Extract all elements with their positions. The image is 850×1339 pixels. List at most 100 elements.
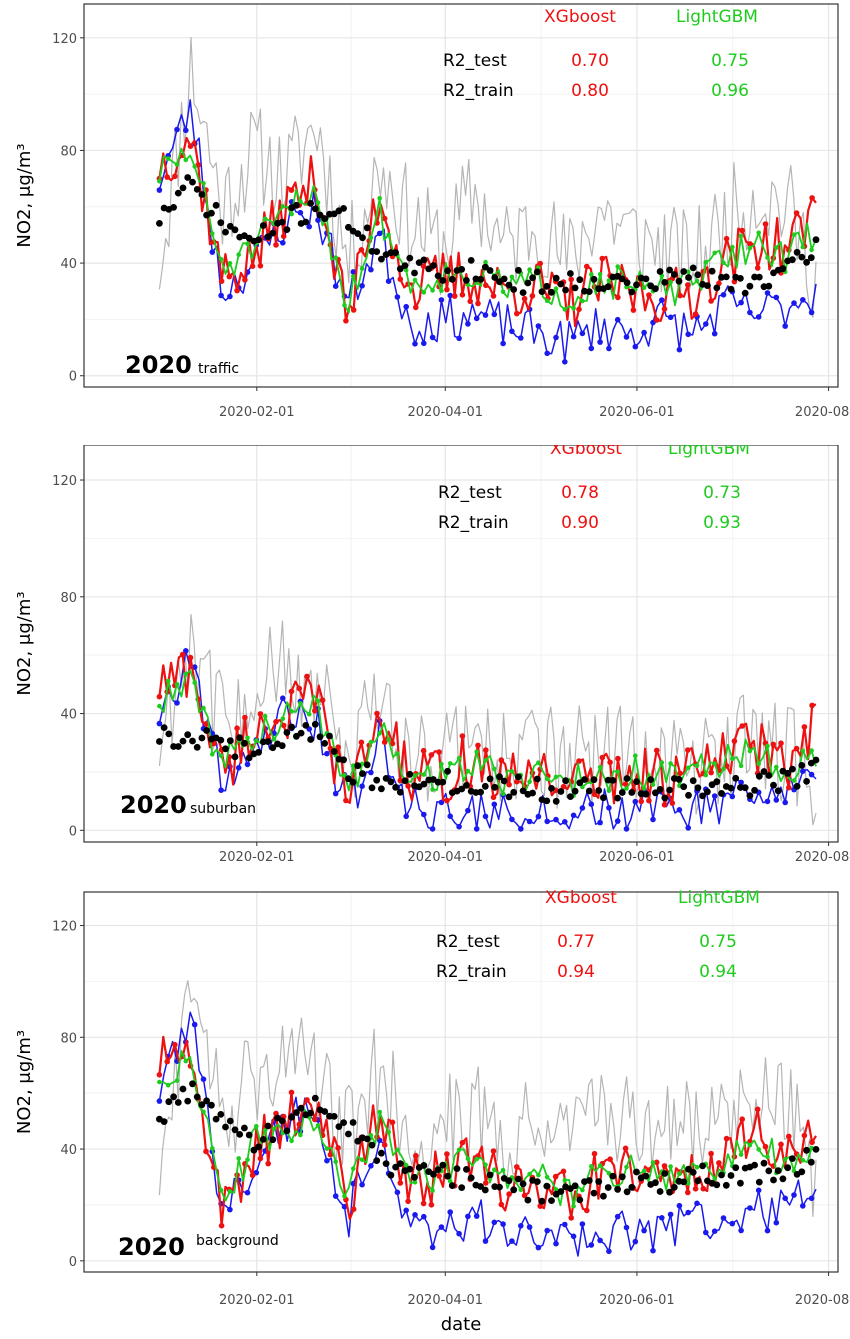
lightgbm-point — [809, 247, 814, 253]
observed-point — [713, 284, 721, 292]
observed-point — [269, 744, 277, 752]
observed-point — [387, 249, 395, 257]
blue-series-point — [720, 1215, 727, 1221]
lightgbm-point — [527, 267, 532, 272]
observed-point — [297, 1104, 305, 1112]
xgboost-point — [599, 255, 606, 262]
lightgbm-point — [738, 233, 744, 239]
observed-point — [326, 732, 333, 740]
observed-point — [311, 205, 319, 213]
grey-series-line — [158, 613, 817, 826]
blue-series-point — [332, 1193, 339, 1199]
xgboost-point — [685, 1189, 691, 1196]
lightgbm-point — [527, 1171, 532, 1177]
xgboost-point — [801, 724, 808, 730]
observed-point — [737, 784, 744, 791]
observed-point — [590, 275, 598, 283]
blue-series-point — [676, 346, 683, 353]
xgboost-point — [685, 282, 691, 288]
observed-point — [760, 768, 768, 775]
xgboost-header: XGboost — [550, 445, 622, 459]
observed-point — [212, 201, 220, 209]
observed-point — [401, 777, 409, 785]
grey-series-series — [158, 980, 817, 1218]
lightgbm-point — [351, 1166, 356, 1171]
observed-point — [713, 1181, 721, 1189]
lightgbm-point — [201, 705, 206, 711]
observed-point — [732, 774, 740, 782]
xgboost-point — [420, 263, 427, 270]
blue-series-point — [403, 1207, 410, 1214]
observed-point — [656, 786, 664, 793]
observed-point — [628, 288, 636, 296]
blue-series-point — [473, 315, 480, 322]
observed-point — [420, 1162, 428, 1169]
xgboost-point — [576, 758, 582, 764]
lightgbm-point — [738, 763, 744, 769]
blue-series-series — [156, 1011, 817, 1257]
observed-point — [363, 761, 371, 769]
xgboost-point — [420, 747, 427, 754]
blue-series-point — [359, 283, 365, 289]
observed-point — [515, 1175, 522, 1183]
xgboost-point — [708, 769, 714, 776]
xgboost-point — [653, 1159, 660, 1166]
observed-point — [751, 786, 758, 794]
blue-series-point — [156, 1098, 163, 1104]
blue-series-point — [191, 1021, 198, 1028]
blue-series-point — [667, 314, 674, 321]
observed-point — [463, 782, 470, 789]
lightgbm-point — [333, 1159, 339, 1164]
blue-series-point — [579, 1221, 586, 1227]
lightgbm-point — [500, 289, 506, 295]
observed-point — [264, 1122, 272, 1130]
xgboost-point — [381, 739, 388, 745]
blue-series-point — [773, 294, 780, 301]
observed-point — [666, 1188, 673, 1196]
blue-series-point — [623, 826, 630, 832]
xgboost-point — [164, 1058, 170, 1065]
xgboost-point — [739, 1116, 745, 1122]
lightgbm-point — [536, 1172, 541, 1178]
xgboost-point — [591, 791, 598, 798]
observed-point — [434, 272, 442, 280]
xgboost-point — [607, 759, 613, 766]
xgboost-point — [537, 260, 543, 267]
observed-point — [448, 1182, 456, 1189]
observed-point — [755, 1178, 763, 1186]
site-label: suburban — [190, 801, 256, 817]
xgboost-point — [420, 1200, 427, 1207]
observed-point — [203, 1097, 211, 1105]
lightgbm-point — [183, 1058, 189, 1064]
lightgbm-point — [298, 701, 303, 706]
lightgbm-point — [589, 272, 594, 277]
blue-series-point — [244, 1189, 251, 1196]
observed-point — [529, 274, 536, 282]
lightgbm-point — [289, 211, 294, 217]
observed-point — [708, 267, 716, 275]
observed-point — [760, 1159, 768, 1167]
blue-series-point — [650, 816, 656, 823]
observed-point — [699, 792, 706, 800]
observed-point — [789, 765, 796, 773]
lightgbm-point — [210, 752, 215, 757]
lightgbm-point — [641, 1168, 647, 1174]
blue-series-point — [800, 768, 806, 774]
observed-point — [349, 1119, 357, 1126]
blue-series-point — [632, 343, 639, 350]
xgboost-point — [389, 740, 396, 747]
xgboost-point — [304, 673, 310, 680]
lightgbm-point — [756, 1147, 761, 1152]
xgboost-point — [428, 1202, 435, 1208]
xgboost-value: 0.77 — [557, 932, 595, 952]
observed-point — [283, 729, 291, 736]
x-tick-label: 2020-06-01 — [599, 405, 675, 420]
observed-point — [486, 267, 494, 274]
blue-series-point — [800, 297, 806, 303]
year-label: 2020 — [120, 791, 187, 819]
observed-point — [675, 277, 683, 285]
y-axis-label: NO2, μg/m³ — [14, 591, 35, 695]
blue-series-point — [456, 335, 462, 342]
xgboost-point — [576, 306, 582, 313]
blue-series-point — [738, 299, 744, 306]
